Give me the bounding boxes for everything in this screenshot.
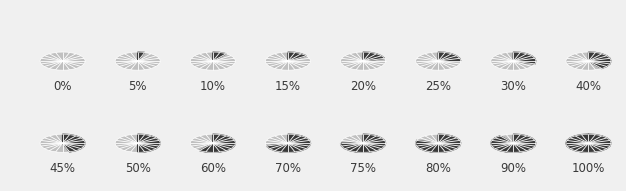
Polygon shape xyxy=(138,52,145,61)
Ellipse shape xyxy=(40,52,85,70)
Ellipse shape xyxy=(416,52,461,70)
Text: 0%: 0% xyxy=(53,80,72,93)
Ellipse shape xyxy=(265,134,310,152)
Polygon shape xyxy=(566,134,611,152)
Polygon shape xyxy=(138,134,160,152)
Ellipse shape xyxy=(190,52,235,70)
Text: 30%: 30% xyxy=(500,80,526,93)
Ellipse shape xyxy=(115,134,160,152)
Polygon shape xyxy=(513,52,536,64)
Text: 10%: 10% xyxy=(200,80,226,93)
Polygon shape xyxy=(341,134,386,152)
Polygon shape xyxy=(213,52,226,61)
Ellipse shape xyxy=(40,134,85,152)
Text: 25%: 25% xyxy=(425,80,451,93)
Polygon shape xyxy=(288,52,306,61)
Text: 90%: 90% xyxy=(500,162,526,175)
Ellipse shape xyxy=(341,134,386,152)
Ellipse shape xyxy=(115,52,160,70)
Ellipse shape xyxy=(491,134,536,152)
Text: 60%: 60% xyxy=(200,162,226,175)
Polygon shape xyxy=(416,134,461,152)
Text: 40%: 40% xyxy=(575,80,602,93)
Polygon shape xyxy=(438,52,461,61)
Ellipse shape xyxy=(566,52,611,70)
Text: 45%: 45% xyxy=(49,162,76,175)
Polygon shape xyxy=(267,134,310,152)
Ellipse shape xyxy=(341,52,386,70)
Text: 5%: 5% xyxy=(128,80,147,93)
Ellipse shape xyxy=(416,134,461,152)
Ellipse shape xyxy=(190,134,235,152)
Text: 75%: 75% xyxy=(350,162,376,175)
Polygon shape xyxy=(200,134,235,152)
Ellipse shape xyxy=(265,52,310,70)
Text: 20%: 20% xyxy=(350,80,376,93)
Text: 80%: 80% xyxy=(425,162,451,175)
Ellipse shape xyxy=(566,134,611,152)
Text: 15%: 15% xyxy=(275,80,301,93)
Polygon shape xyxy=(63,134,85,152)
Text: 100%: 100% xyxy=(572,162,605,175)
Polygon shape xyxy=(588,52,611,68)
Ellipse shape xyxy=(491,52,536,70)
Text: 50%: 50% xyxy=(125,162,151,175)
Text: 70%: 70% xyxy=(275,162,301,175)
Polygon shape xyxy=(491,134,536,152)
Polygon shape xyxy=(363,52,384,61)
